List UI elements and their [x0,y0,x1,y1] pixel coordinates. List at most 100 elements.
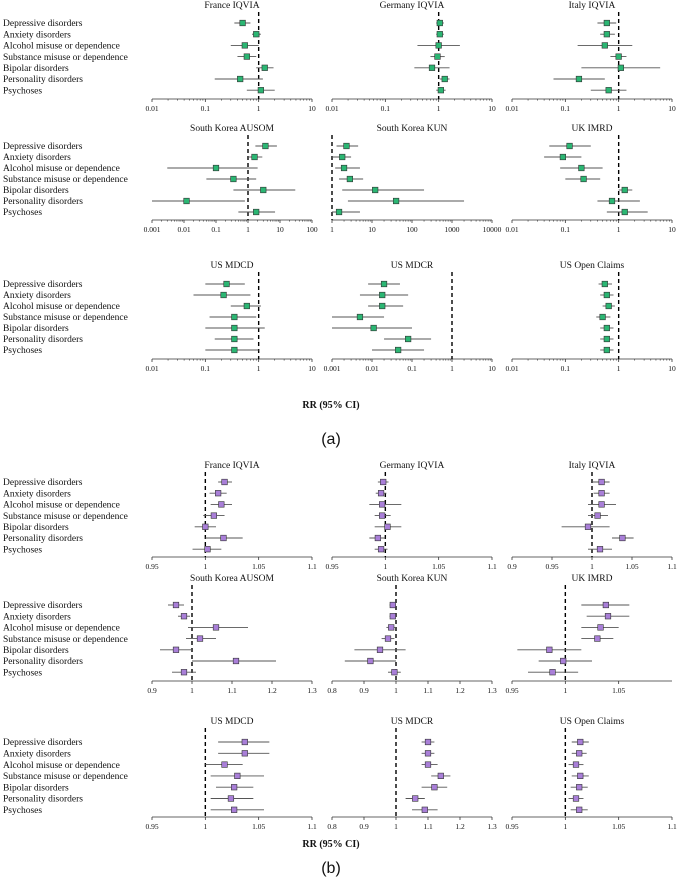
panel-b-south-korea-ausom: South Korea AUSOM 0.9 1 1.1 1.2 1.3 [147,574,317,695]
estimate-marker [428,64,436,71]
outcome-label: Substance misuse or dependence [3,53,128,63]
x-tick-label: 0.9 [507,562,517,571]
x-tick-label: 0.01 [505,364,518,373]
estimate-marker [340,164,348,172]
x-tick-label: 0.9 [359,822,369,831]
x-tick-label: 1.1 [423,686,433,695]
estimate-marker [599,313,606,321]
estimate-marker [376,646,384,653]
outcome-label: Personality disorders [3,534,83,544]
panel-title: South Korea KUN [377,574,448,584]
x-tick-label: 0.8 [327,686,337,695]
x-tick-label: 0.95 [145,822,158,831]
estimate-marker [379,302,386,310]
outcome-label: Anxiety disorders [3,612,71,622]
x-tick-label: 1 [246,225,250,234]
estimate-marker [435,42,442,49]
x-tick-label: 1 [383,562,387,571]
estimate-marker [412,795,419,802]
x-tick-label: 0.95 [505,822,518,831]
estimate-marker [598,490,605,497]
x-tick-label: 0.95 [505,686,518,695]
x-tick-label: 10 [368,225,376,234]
estimate-marker [251,153,258,161]
outcome-label: Psychoses [3,545,42,555]
estimate-marker [549,669,556,676]
outcome-label: Bipolar disorders [3,324,69,334]
x-tick-label: 1.1 [487,562,497,571]
estimate-marker [234,772,241,779]
panel-a-uk-imrd: UK IMRD 0.01 0.1 1 10 [505,124,676,234]
x-tick-label: 0.01 [365,364,378,373]
estimate-marker [212,624,220,631]
estimate-marker [204,546,211,553]
panel-title: South Korea KUN [377,124,448,134]
outcome-label: Psychoses [3,86,42,96]
estimate-marker [218,501,225,508]
estimate-marker [343,142,350,150]
estimate-marker [603,335,610,343]
x-tick-label: 1 [394,822,398,831]
estimate-marker [441,75,448,83]
x-tick-label: 1 [617,225,621,234]
outcome-label: Depressive disorders [3,738,83,748]
estimate-marker [576,750,583,757]
estimate-marker [395,346,402,354]
x-tick-label: 10 [488,104,496,113]
outcome-label: Alcohol misuse or dependence [3,624,120,634]
x-tick-label: 1 [450,364,454,373]
x-tick-label: 1 [437,104,441,113]
outcome-label: Depressive disorders [3,142,83,152]
x-tick-label: 1 [203,562,207,571]
estimate-marker [232,657,240,665]
estimate-marker [603,324,610,332]
x-tick-label: 1 [563,822,567,831]
outcome-label: Bipolar disorders [3,646,69,656]
x-tick-label: 1.05 [252,822,265,831]
outcome-label: Anxiety disorders [3,291,71,301]
panel-b-france-iqvia: France IQVIA 0.95 1 1.05 1.1 [145,461,317,571]
estimate-marker [339,153,346,161]
x-tick-label: 1.1 [227,686,237,695]
outcome-label: Substance misuse or dependence [3,512,128,522]
outcome-label: Psychoses [3,668,42,678]
x-tick-label: 1.2 [267,686,277,695]
panel-label-a: (a) [321,431,341,448]
estimate-marker [437,772,444,779]
x-tick-label: 1 [617,104,621,113]
estimate-marker [389,601,396,609]
estimate-marker [380,478,387,486]
x-tick-label: 0.001 [324,364,341,373]
x-tick-label: 0.8 [327,822,337,831]
outcome-label: Anxiety disorders [3,153,71,163]
x-tick-label: 1.3 [487,822,497,831]
panel-a-south-korea-kun: South Korea KUN 1 10 100 1000 10000 [330,124,502,234]
panel-title: US MDCR [391,261,434,271]
estimate-marker [231,806,238,813]
x-tick-label: 1 [190,686,194,695]
x-tick-label: 1000 [445,225,460,234]
panel-a-us-open-claims: US Open Claims 0.01 0.1 1 10 [505,261,676,373]
outcome-label: Personality disorders [3,657,83,667]
x-tick-label: 1.1 [307,562,317,571]
estimate-marker [243,53,250,60]
estimate-marker [335,208,343,216]
estimate-marker [421,806,428,813]
panel-title: Italy IQVIA [569,461,616,471]
outcome-label: Alcohol misuse or dependence [3,302,120,312]
estimate-marker [231,335,238,343]
estimate-marker [377,490,385,497]
estimate-marker [172,601,180,609]
estimate-marker [598,501,605,508]
estimate-marker [584,523,592,530]
estimate-marker [372,186,379,194]
estimate-marker [424,750,432,757]
estimate-marker [608,197,616,205]
estimate-marker [231,313,238,321]
estimate-marker [253,208,260,216]
outcome-label: Personality disorders [3,197,83,207]
estimate-marker [424,738,432,746]
panel-a-us-mdcr: US MDCR 0.001 0.01 0.1 1 10 [324,261,496,373]
estimate-marker [374,534,381,542]
